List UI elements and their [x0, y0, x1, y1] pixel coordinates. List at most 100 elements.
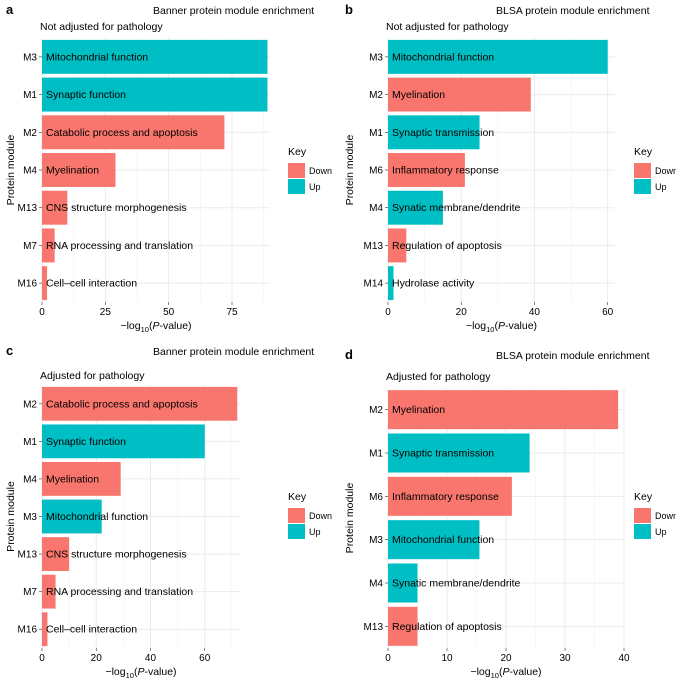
bar-label: Mitochondrial function — [392, 534, 494, 546]
chart-title: Banner protein module enrichment — [153, 5, 314, 17]
bar-label: Catabolic process and apoptosis — [46, 127, 198, 139]
x-tick-label: 75 — [226, 307, 238, 318]
bar-m1 — [42, 424, 205, 459]
legend-label: Up — [309, 527, 321, 537]
panel-letter: b — [345, 2, 353, 17]
y-tick-label: M3 — [369, 535, 383, 546]
x-tick-label: 40 — [618, 653, 630, 664]
bar-m6 — [388, 153, 465, 187]
bar-label: Mitochondrial function — [46, 51, 148, 63]
y-tick-label: M2 — [369, 90, 383, 101]
x-tick-label: 40 — [529, 307, 541, 318]
legend-title: Key — [634, 146, 653, 158]
bar-m4 — [388, 563, 418, 603]
bar-label: Synaptic transmission — [392, 127, 494, 139]
chart-title: BLSA protein module enrichment — [496, 5, 650, 17]
x-tick-label: 20 — [456, 307, 468, 318]
chart-subtitle: Adjusted for pathology — [40, 370, 145, 382]
bar-m2 — [388, 77, 531, 112]
bar-label: Mitochondrial function — [392, 51, 494, 63]
bar-label: Catabolic process and apoptosis — [46, 398, 198, 410]
bar-label: Regulation of apoptosis — [392, 621, 502, 633]
bar-label: CNS structure morphogenesis — [46, 549, 187, 561]
legend-title: Key — [288, 146, 307, 158]
legend-swatch-up — [634, 524, 651, 539]
bar-m14 — [388, 266, 394, 301]
bar-m1 — [42, 77, 268, 112]
bar-m6 — [388, 476, 512, 516]
y-tick-label: M13 — [364, 622, 384, 633]
bar-label: Synatic membrane/dendrite — [392, 578, 521, 590]
y-axis-label: Protein module — [344, 483, 356, 554]
legend-swatch-down — [288, 508, 305, 523]
bar-label: Myelination — [392, 89, 445, 101]
bar-m4 — [42, 462, 121, 496]
bar-m1 — [388, 115, 480, 150]
x-axis-label: −log10(P-value) — [105, 666, 176, 680]
legend-label: Down — [309, 166, 332, 176]
panel-letter: c — [6, 343, 13, 358]
x-tick-label: 20 — [91, 653, 103, 664]
y-tick-label: M4 — [23, 166, 37, 177]
chart-title: BLSA protein module enrichment — [496, 350, 650, 362]
y-tick-label: M2 — [23, 128, 37, 139]
legend-title: Key — [288, 491, 307, 503]
bar-label: Synaptic function — [46, 89, 126, 101]
y-tick-label: M13 — [364, 241, 384, 252]
y-tick-label: M6 — [369, 166, 383, 177]
bar-label: Myelination — [392, 404, 445, 416]
bar-label: Inflammatory response — [392, 491, 499, 503]
y-tick-label: M1 — [369, 128, 383, 139]
x-tick-label: 20 — [500, 653, 512, 664]
bar-m2 — [388, 390, 619, 430]
y-tick-label: M16 — [18, 279, 38, 290]
x-tick-label: 30 — [559, 653, 571, 664]
y-tick-label: M1 — [369, 449, 383, 460]
legend-label: Up — [655, 527, 667, 537]
y-tick-label: M2 — [369, 405, 383, 416]
legend-label: Up — [309, 182, 321, 192]
y-axis-label: Protein module — [344, 135, 356, 206]
panel-letter: d — [345, 347, 353, 362]
y-tick-label: M13 — [18, 550, 38, 561]
x-tick-label: 0 — [39, 653, 45, 664]
bar-m2 — [42, 386, 238, 421]
y-tick-label: M14 — [364, 279, 384, 290]
panel-letter: a — [6, 2, 14, 17]
y-tick-label: M3 — [23, 52, 37, 63]
y-tick-label: M7 — [23, 587, 37, 598]
bar-m4 — [42, 153, 116, 187]
bar-m3 — [42, 39, 268, 74]
legend-swatch-down — [288, 163, 305, 178]
panel-a: a Banner protein module enrichment Not adj… — [5, 2, 332, 334]
legend-label: Up — [655, 182, 667, 192]
bar-label: Inflammatory response — [392, 165, 499, 177]
legend-swatch-up — [634, 179, 651, 194]
bar-m13 — [42, 537, 70, 571]
chart-subtitle: Not adjusted for pathology — [386, 21, 509, 33]
y-tick-label: M4 — [23, 474, 37, 485]
y-axis-label: Protein module — [5, 481, 17, 552]
panel-c: c Banner protein module enrichment Adjuste… — [5, 343, 332, 680]
panel-d: d BLSA protein module enrichment Adjusted … — [344, 347, 676, 680]
bar-m4 — [388, 190, 443, 225]
bar-m3 — [388, 39, 608, 74]
bar-label: Cell–cell interaction — [46, 278, 137, 290]
bar-m1 — [388, 433, 530, 473]
legend-label: Down — [655, 511, 676, 521]
bar-m7 — [42, 574, 56, 609]
y-tick-label: M2 — [23, 399, 37, 410]
bar-label: Synaptic function — [46, 436, 126, 448]
x-tick-label: 60 — [602, 307, 614, 318]
y-tick-label: M4 — [369, 579, 383, 590]
y-tick-label: M3 — [369, 52, 383, 63]
bar-label: Hydrolase activity — [392, 278, 475, 290]
bar-m7 — [42, 228, 55, 263]
legend-swatch-up — [288, 524, 305, 539]
bar-m16 — [42, 266, 48, 301]
